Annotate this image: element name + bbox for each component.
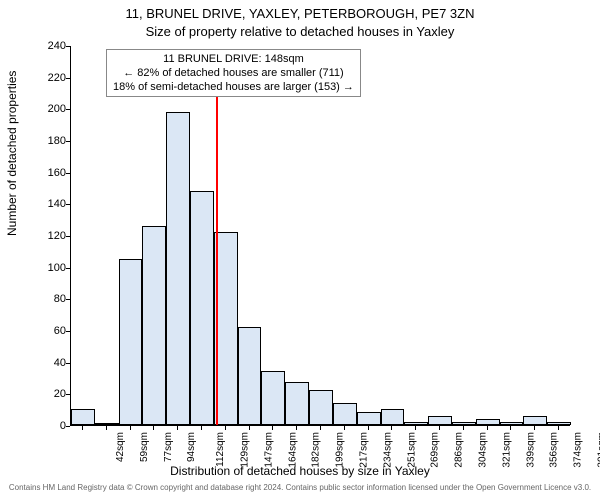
x-tick-label: 112sqm <box>215 432 226 467</box>
y-tick-mark <box>66 173 70 174</box>
histogram-bar <box>476 419 500 425</box>
x-tick-label: 234sqm <box>382 432 393 468</box>
y-tick-label: 220 <box>48 72 66 84</box>
annotation-line: 18% of semi-detached houses are larger (… <box>113 80 354 94</box>
y-tick-mark <box>66 299 70 300</box>
x-tick-label: 217sqm <box>359 432 370 468</box>
y-tick-mark <box>66 109 70 110</box>
histogram-bar <box>166 112 190 426</box>
annotation-box: 11 BRUNEL DRIVE: 148sqm← 82% of detached… <box>106 49 361 97</box>
y-tick-label: 100 <box>48 262 66 274</box>
histogram-bar <box>404 422 428 425</box>
x-tick-mark <box>106 426 107 430</box>
footer-line1: Contains HM Land Registry data © Crown c… <box>9 483 284 492</box>
x-tick-label: 94sqm <box>186 432 197 462</box>
x-tick-label: 269sqm <box>430 432 441 468</box>
y-tick-mark <box>66 204 70 205</box>
y-tick-label: 240 <box>48 40 66 52</box>
x-tick-label: 164sqm <box>287 432 298 468</box>
y-tick-mark <box>66 141 70 142</box>
x-tick-mark <box>439 426 440 430</box>
x-tick-mark <box>249 426 250 430</box>
histogram-bar <box>285 382 309 425</box>
chart-title-line1: 11, BRUNEL DRIVE, YAXLEY, PETERBOROUGH, … <box>0 6 600 21</box>
y-tick-mark <box>66 331 70 332</box>
y-tick-mark <box>66 236 70 237</box>
y-tick-label: 60 <box>54 325 66 337</box>
histogram-bar <box>357 412 381 425</box>
x-tick-mark <box>296 426 297 430</box>
x-tick-label: 356sqm <box>549 432 560 468</box>
footer-line2: Contains public sector information licen… <box>286 483 592 492</box>
x-tick-label: 42sqm <box>115 432 126 462</box>
histogram-bar <box>452 422 476 425</box>
x-tick-mark <box>225 426 226 430</box>
x-tick-label: 147sqm <box>263 432 274 468</box>
chart-container: 11, BRUNEL DRIVE, YAXLEY, PETERBOROUGH, … <box>0 0 600 500</box>
x-tick-label: 251sqm <box>406 432 417 468</box>
marker-line <box>216 95 218 425</box>
x-tick-mark <box>82 426 83 430</box>
y-tick-mark <box>66 426 70 427</box>
x-tick-label: 321sqm <box>501 432 512 468</box>
histogram-bar <box>119 259 143 425</box>
y-tick-label: 40 <box>54 357 66 369</box>
x-tick-label: 59sqm <box>139 432 150 462</box>
x-tick-mark <box>344 426 345 430</box>
chart-title-line2: Size of property relative to detached ho… <box>0 24 600 39</box>
histogram-bar <box>381 409 405 425</box>
y-tick-mark <box>66 78 70 79</box>
x-tick-label: 374sqm <box>573 432 584 468</box>
histogram-bar <box>142 226 166 426</box>
y-tick-label: 180 <box>48 135 66 147</box>
x-tick-mark <box>510 426 511 430</box>
histogram-bar <box>261 371 285 425</box>
x-tick-label: 286sqm <box>454 432 465 468</box>
x-tick-mark <box>320 426 321 430</box>
annotation-line: 11 BRUNEL DRIVE: 148sqm <box>113 52 354 66</box>
y-axis-label: Number of detached properties <box>5 71 19 236</box>
x-tick-label: 77sqm <box>163 432 174 462</box>
x-tick-mark <box>415 426 416 430</box>
x-tick-label: 339sqm <box>525 432 536 468</box>
x-tick-mark <box>201 426 202 430</box>
y-tick-mark <box>66 363 70 364</box>
histogram-bar <box>309 390 333 425</box>
x-tick-mark <box>463 426 464 430</box>
y-tick-label: 160 <box>48 167 66 179</box>
x-tick-mark <box>177 426 178 430</box>
histogram-bar <box>95 423 119 425</box>
plot-area: 11 BRUNEL DRIVE: 148sqm← 82% of detached… <box>70 46 570 426</box>
x-tick-mark <box>130 426 131 430</box>
x-tick-mark <box>368 426 369 430</box>
x-tick-label: 304sqm <box>478 432 489 468</box>
histogram-bar <box>238 327 262 425</box>
y-tick-label: 120 <box>48 230 66 242</box>
histogram-bar <box>333 403 357 425</box>
x-tick-mark <box>558 426 559 430</box>
x-tick-mark <box>272 426 273 430</box>
histogram-bar <box>500 422 524 425</box>
x-tick-label: 199sqm <box>335 432 346 468</box>
y-tick-label: 20 <box>54 388 66 400</box>
histogram-bar <box>523 416 547 426</box>
histogram-bar <box>190 191 214 425</box>
y-tick-mark <box>66 268 70 269</box>
y-tick-label: 200 <box>48 103 66 115</box>
y-tick-mark <box>66 46 70 47</box>
histogram-bar <box>547 422 571 425</box>
x-tick-label: 182sqm <box>311 432 322 468</box>
y-tick-mark <box>66 394 70 395</box>
x-tick-mark <box>534 426 535 430</box>
x-tick-mark <box>153 426 154 430</box>
x-tick-mark <box>391 426 392 430</box>
x-tick-label: 129sqm <box>240 432 251 468</box>
histogram-bar <box>428 416 452 426</box>
y-tick-label: 80 <box>54 293 66 305</box>
histogram-bar <box>71 409 95 425</box>
y-tick-label: 140 <box>48 198 66 210</box>
annotation-line: ← 82% of detached houses are smaller (71… <box>113 66 354 80</box>
footer-attribution: Contains HM Land Registry data © Crown c… <box>0 484 600 492</box>
x-tick-mark <box>487 426 488 430</box>
